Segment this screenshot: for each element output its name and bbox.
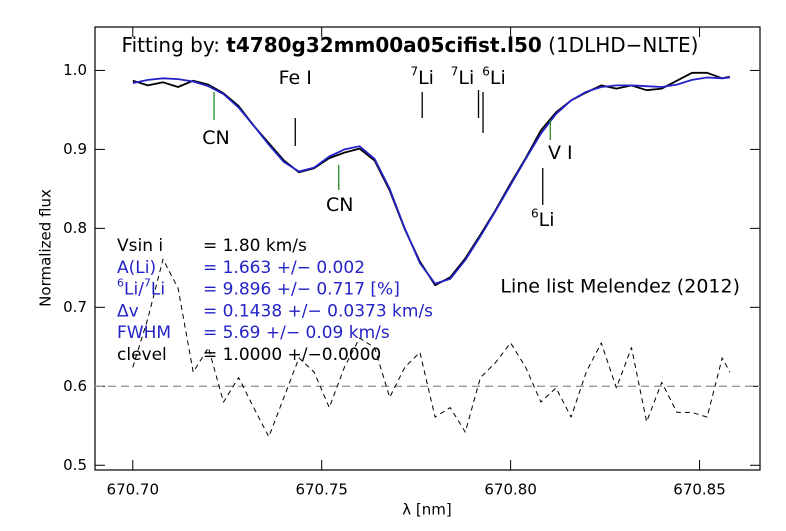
y-tick-label: 0.5 [63, 456, 87, 474]
plot-frame [94, 26, 761, 471]
y-tick-label: 0.6 [63, 377, 87, 395]
parameter-value: = 9.896 +/− 0.717 [%] [203, 280, 400, 300]
line-label: CN [326, 194, 353, 216]
text-part: Li [539, 209, 555, 231]
text-part: 7 [144, 277, 151, 290]
x-tick-label: 670.80 [484, 481, 537, 499]
text-part: Li/ [124, 280, 144, 300]
text-part: A(Li) [117, 258, 156, 278]
x-tick-label: 670.85 [673, 481, 726, 499]
y-tick-label: 0.9 [63, 140, 87, 158]
x-axis-label: λ [nm] [402, 501, 451, 519]
y-tick-label: 0.8 [63, 219, 87, 237]
parameter-label: 6Li/7Li [117, 277, 165, 300]
line-label: 6Li [531, 206, 555, 231]
text-part: Fitting by: [122, 33, 227, 57]
parameter-value: = 1.80 km/s [203, 236, 307, 256]
parameter-label: Vsin i [117, 236, 163, 256]
text-part: Li [458, 67, 474, 89]
text-part: 6 [531, 206, 539, 220]
y-tick-label: 1.0 [63, 61, 87, 79]
note: Line list Melendez (2012) [500, 276, 740, 298]
text-part: t4780g32mm00a05cifist.l50 [226, 33, 542, 57]
line-label: Fe I [279, 67, 312, 89]
text-part: CN [202, 127, 229, 149]
x-tick-label: 670.70 [107, 481, 160, 499]
text-part: 7 [410, 64, 418, 78]
text-part: Li [418, 67, 434, 89]
text-part: Vsin i [117, 236, 163, 256]
line-label: 7Li [410, 64, 434, 89]
parameter-label: Δv [117, 301, 139, 321]
text-part: Fe I [279, 67, 312, 89]
text-part: Δv [117, 301, 139, 321]
line-label: V I [548, 142, 573, 164]
text-part: CN [326, 194, 353, 216]
text-part: V I [548, 142, 573, 164]
series-line [132, 71, 730, 287]
line-label: CN [202, 127, 229, 149]
parameter-value: = 0.1438 +/− 0.0373 km/s [203, 301, 433, 321]
y-axis-label: Normalized flux [37, 189, 55, 307]
parameter-label: FWHM [117, 323, 171, 343]
line-label: 7Li [451, 64, 475, 89]
y-tick-label: 0.7 [63, 298, 87, 316]
series-line [132, 76, 730, 285]
parameter-value: = 1.663 +/− 0.002 [203, 258, 365, 278]
chart-title: Fitting by: t4780g32mm00a05cifist.l50 (1… [122, 33, 699, 57]
text-part: 6 [117, 277, 124, 290]
text-part: FWHM [117, 323, 171, 343]
parameter-value: = 1.0000 +/−0.0000 [203, 345, 381, 365]
text-part: 7 [451, 64, 459, 78]
text-part: Li [151, 280, 165, 300]
text-part: 6 [482, 64, 490, 78]
line-label: 6Li [482, 64, 506, 89]
parameter-label: clevel [117, 345, 167, 365]
text-part: clevel [117, 345, 167, 365]
series-line [132, 258, 731, 438]
x-tick-label: 670.75 [295, 481, 348, 499]
parameter-label: A(Li) [117, 258, 156, 278]
text-part: Li [490, 67, 506, 89]
parameter-value: = 5.69 +/− 0.09 km/s [203, 323, 390, 343]
text-part: (1DLHD−NLTE) [542, 33, 699, 57]
